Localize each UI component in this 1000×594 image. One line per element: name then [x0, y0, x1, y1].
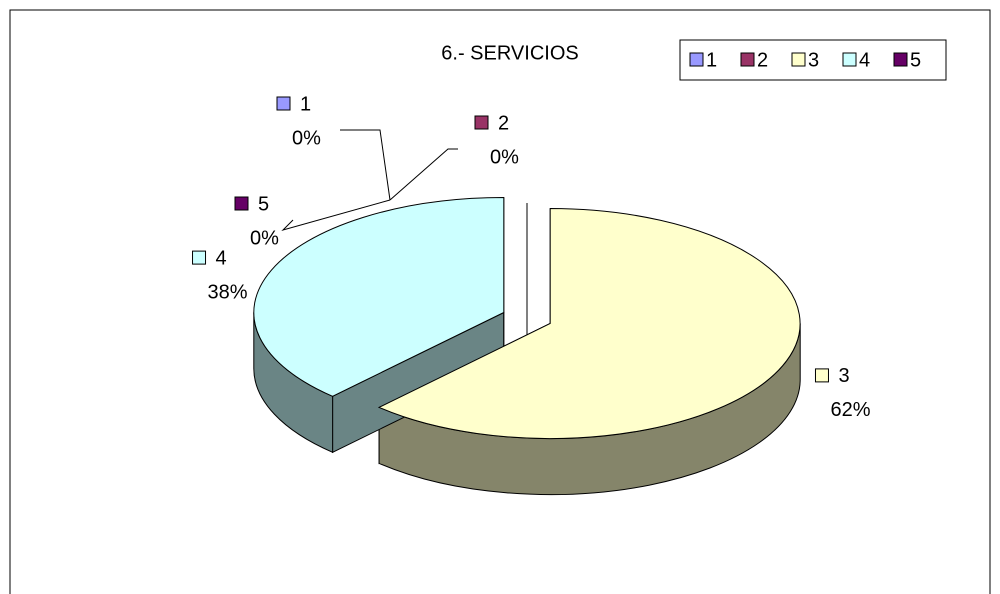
legend-label: 1: [706, 49, 717, 71]
legend-label: 5: [910, 49, 921, 71]
legend-swatch: [689, 52, 704, 67]
chart-title: 6.- SERVICIOS: [441, 42, 578, 64]
legend-label: 2: [757, 49, 768, 71]
data-label: 62%: [830, 399, 870, 421]
legend-label: 3: [808, 49, 819, 71]
legend-swatch: [791, 52, 806, 67]
data-label-category: 1: [300, 93, 311, 115]
leader-line: [340, 129, 391, 201]
label-swatch: [814, 368, 829, 383]
leader-line: [389, 148, 458, 201]
pie-slice: [253, 196, 505, 397]
label-swatch: [234, 196, 249, 211]
label-swatch: [192, 250, 207, 265]
data-label-category: 5: [258, 193, 269, 215]
label-swatch: [276, 96, 291, 111]
pie-slice: [377, 207, 801, 439]
legend-swatch: [842, 52, 857, 67]
data-label-category: 3: [838, 365, 849, 387]
label-swatch: [474, 115, 489, 130]
legend-swatch: [740, 52, 755, 67]
data-label: 0%: [250, 227, 279, 249]
data-label: 0%: [292, 127, 321, 149]
data-label-category: 4: [216, 247, 227, 269]
leader-line: [281, 199, 391, 231]
data-label: 0%: [490, 146, 519, 168]
data-label-category: 2: [498, 112, 509, 134]
legend-label: 4: [859, 49, 870, 71]
legend-swatch: [893, 52, 908, 67]
data-label: 38%: [208, 281, 248, 303]
